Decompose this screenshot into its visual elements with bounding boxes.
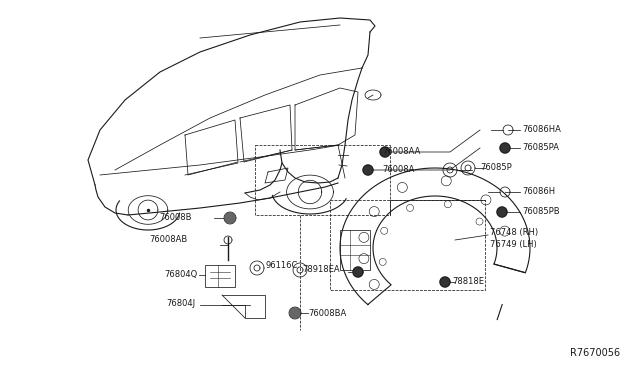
Text: 76008AB: 76008AB — [150, 235, 188, 244]
Text: 76748 (RH): 76748 (RH) — [490, 228, 538, 237]
Text: R7670056: R7670056 — [570, 348, 620, 358]
Polygon shape — [497, 207, 507, 217]
Polygon shape — [225, 213, 235, 223]
Text: 76085PB: 76085PB — [522, 208, 559, 217]
Text: 76086H: 76086H — [522, 187, 555, 196]
Text: 96116C: 96116C — [265, 260, 298, 269]
Text: 76008AA: 76008AA — [382, 148, 420, 157]
Text: 78818E: 78818E — [452, 278, 484, 286]
Text: 76804J: 76804J — [166, 298, 195, 308]
Text: 76085P: 76085P — [480, 164, 512, 173]
Text: 76008BA: 76008BA — [308, 308, 346, 317]
Text: 76749 (LH): 76749 (LH) — [490, 241, 537, 250]
Bar — [255, 145, 390, 215]
Text: 76804Q: 76804Q — [164, 270, 198, 279]
Text: 76086HA: 76086HA — [522, 125, 561, 135]
Polygon shape — [363, 165, 373, 175]
Bar — [205, 265, 235, 287]
Bar — [340, 230, 370, 270]
Polygon shape — [380, 147, 390, 157]
Text: 76008A: 76008A — [382, 166, 414, 174]
Polygon shape — [440, 277, 450, 287]
Text: 78918EA: 78918EA — [302, 266, 340, 275]
Polygon shape — [500, 143, 510, 153]
Text: 76085PA: 76085PA — [522, 144, 559, 153]
Polygon shape — [353, 267, 363, 277]
Polygon shape — [290, 308, 300, 318]
Text: 76008B: 76008B — [159, 214, 192, 222]
Bar — [330, 200, 485, 290]
